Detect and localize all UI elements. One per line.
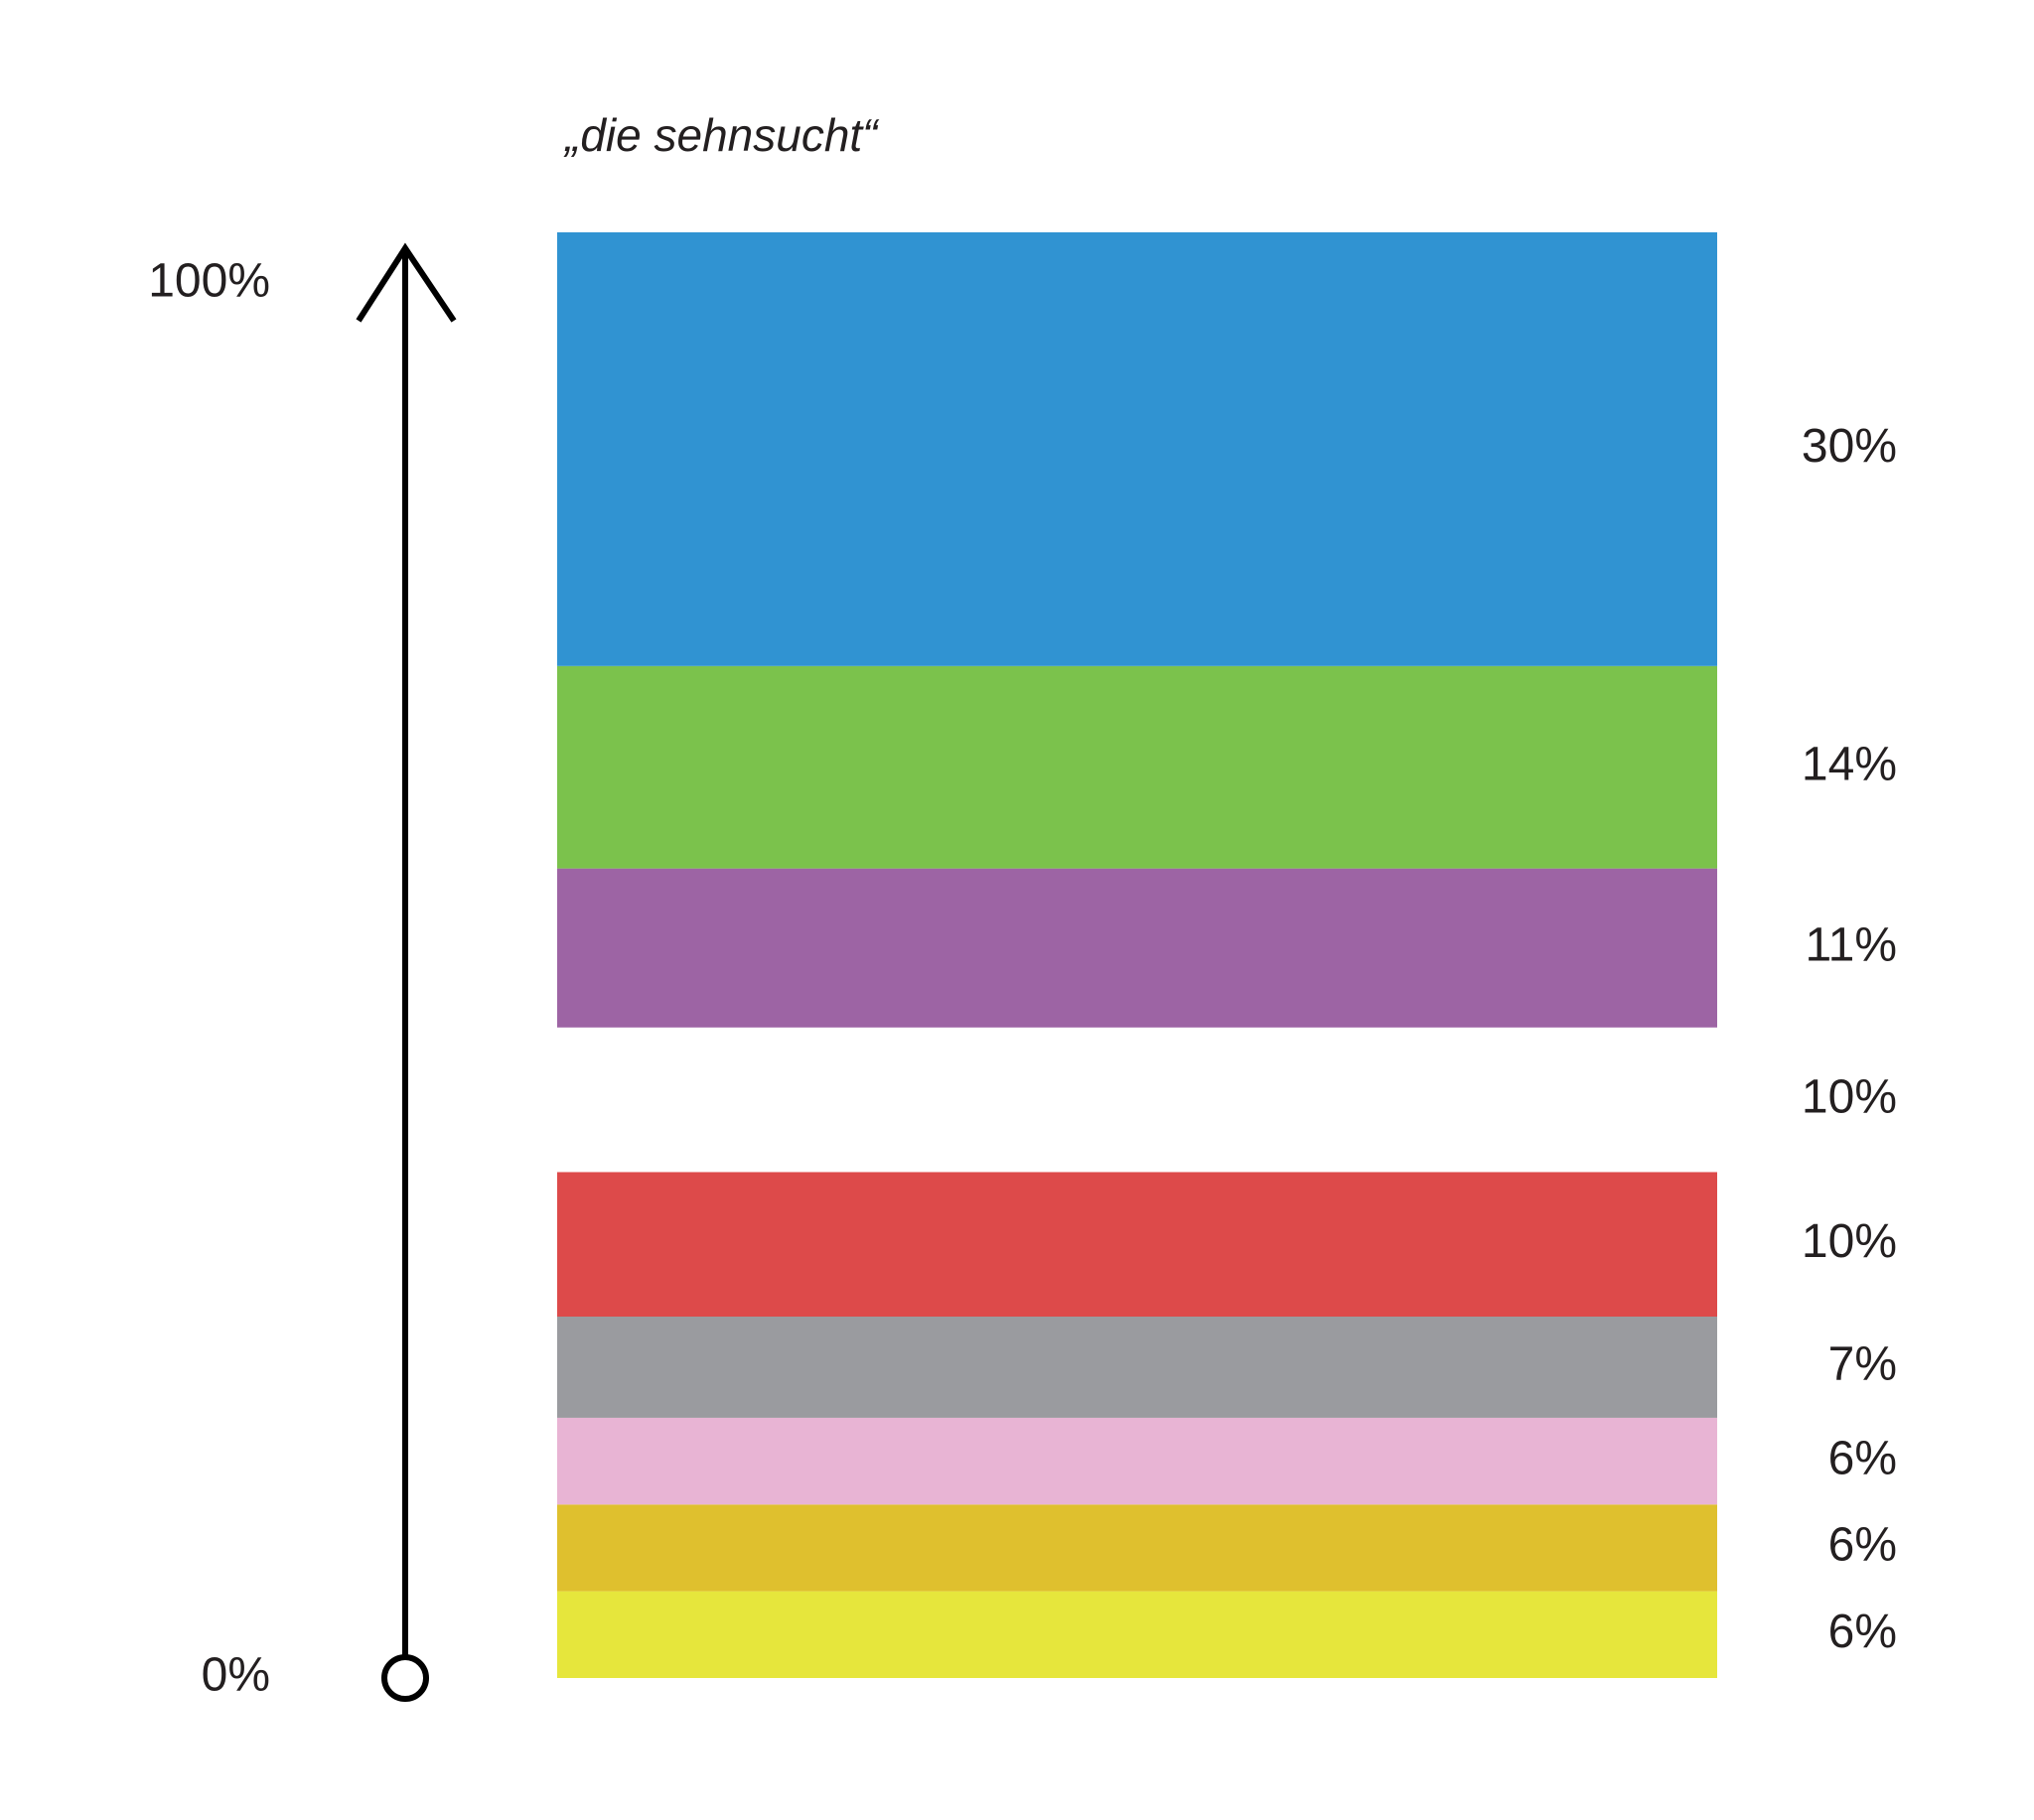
bar-segment — [557, 1417, 1717, 1505]
value-label: 11% — [1805, 918, 1897, 971]
bar-segment — [557, 1172, 1717, 1317]
bar-segment — [557, 232, 1717, 666]
value-label: 10% — [1802, 1215, 1897, 1268]
bar-segment — [557, 868, 1717, 1028]
value-label: 6% — [1828, 1432, 1897, 1484]
axis-arrowhead — [356, 242, 457, 323]
value-label: 7% — [1828, 1338, 1897, 1391]
value-label: 6% — [1828, 1606, 1897, 1658]
y-tick-label: 0% — [202, 1649, 270, 1702]
bar-segment — [557, 1591, 1717, 1678]
bar-segment — [557, 1504, 1717, 1592]
bar-segment — [557, 1317, 1717, 1418]
bar-segment — [557, 1027, 1717, 1173]
value-label: 10% — [1802, 1070, 1897, 1123]
value-label: 14% — [1802, 738, 1897, 790]
bar-segment — [557, 665, 1717, 869]
y-tick-label: 100% — [148, 255, 270, 308]
chart-title: „die sehnsucht“ — [563, 109, 880, 161]
axis-origin — [381, 1654, 429, 1702]
value-label: 30% — [1802, 420, 1897, 473]
value-label: 6% — [1828, 1519, 1897, 1572]
